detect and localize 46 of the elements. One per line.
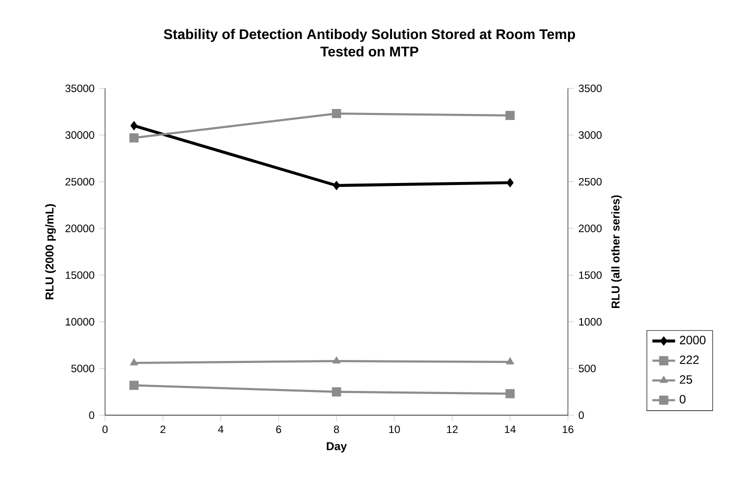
legend-label: 2000	[680, 336, 706, 344]
point	[129, 380, 139, 390]
point	[505, 110, 515, 120]
x-tick-label: 6	[276, 425, 282, 434]
y-tick-label: 10000	[66, 318, 94, 326]
point	[506, 357, 514, 364]
point	[506, 178, 514, 188]
x-tick-label: 2	[160, 425, 166, 433]
point	[332, 356, 341, 364]
chart-subtitle: Tested on MTP	[320, 46, 418, 56]
y-tick-label: 20000	[66, 224, 94, 232]
y2-tick-label: 0	[578, 411, 584, 419]
legend-label: 25	[680, 375, 692, 384]
y2-tick-label: 2500	[578, 178, 602, 186]
x-tick-label: 12	[447, 425, 458, 433]
y2-tick-label: 1500	[579, 271, 602, 279]
y-tick-label: 30000	[65, 131, 94, 139]
legend-label: 0	[680, 394, 686, 404]
legend-label: 222	[680, 355, 699, 364]
y2-tick-label: 3500	[578, 84, 602, 92]
point	[505, 388, 515, 398]
y2-tick-label: 2000	[578, 224, 602, 232]
y2-tick-label: 1000	[579, 318, 602, 326]
point	[130, 121, 138, 130]
x-tick-label: 4	[218, 425, 224, 433]
x-tick-label: 0	[102, 425, 108, 434]
y-tick-label: 25000	[66, 178, 94, 186]
y2-tick-label: 3000	[578, 131, 602, 139]
y-tick-label: 5000	[71, 364, 94, 372]
y-tick-label: 0	[89, 411, 94, 419]
point	[130, 358, 138, 366]
y2-axis-title: RLU (all other series)	[611, 195, 622, 308]
x-axis-title: Day	[326, 442, 347, 452]
point	[332, 180, 340, 190]
x-tick-label: 16	[562, 425, 574, 434]
x-tick-label: 10	[389, 425, 400, 434]
y2-tick-label: 500	[578, 364, 596, 372]
y-axis-title: RLU (2000 pg/mL)	[45, 204, 56, 300]
x-tick-label: 14	[504, 425, 516, 433]
y-tick-label: 15000	[66, 271, 94, 279]
point	[332, 387, 342, 396]
y-tick-label: 35000	[65, 84, 94, 92]
chart-title: Stability of Detection Antibody Solution Stored at Room Temp	[164, 28, 576, 42]
point	[332, 108, 342, 118]
point	[129, 133, 139, 142]
x-tick-label: 8	[334, 425, 339, 434]
